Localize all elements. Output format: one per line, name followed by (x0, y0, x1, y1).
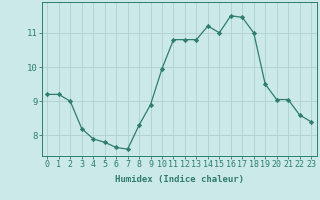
X-axis label: Humidex (Indice chaleur): Humidex (Indice chaleur) (115, 175, 244, 184)
